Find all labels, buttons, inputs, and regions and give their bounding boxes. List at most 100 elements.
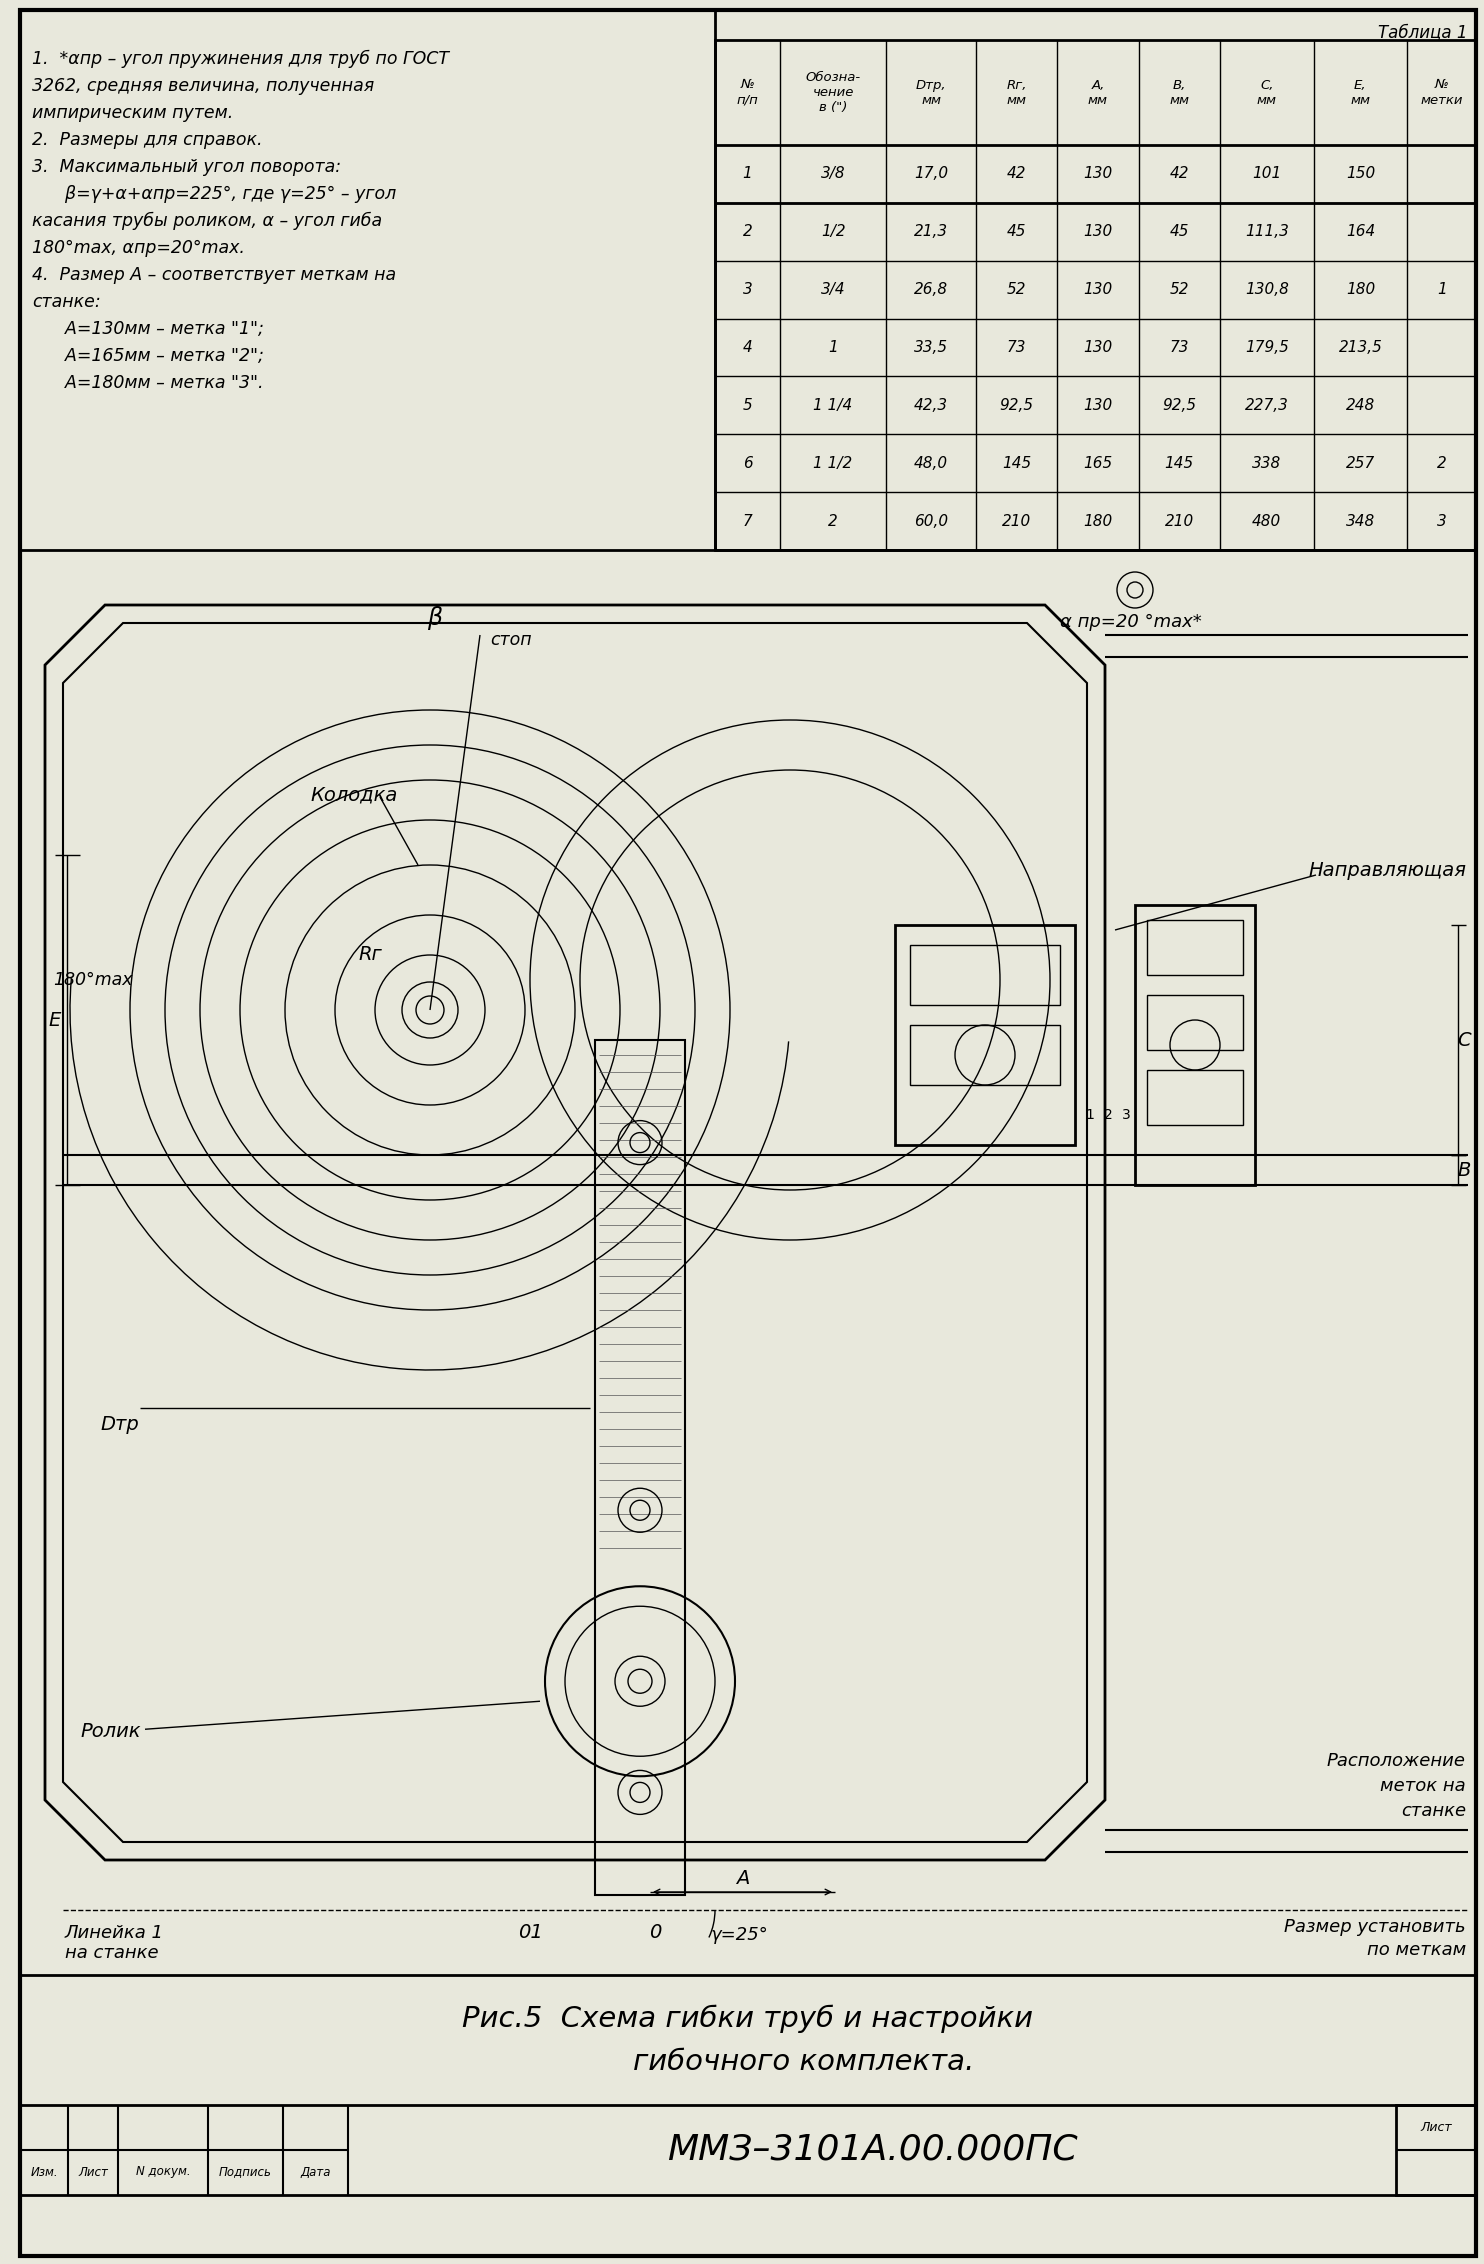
Bar — [715, 41, 1477, 550]
Bar — [910, 944, 1060, 1005]
Text: 1: 1 — [1086, 1107, 1094, 1123]
Text: 73: 73 — [1008, 340, 1027, 355]
Text: 45: 45 — [1008, 224, 1027, 240]
Text: 5: 5 — [742, 398, 752, 412]
Text: С: С — [1457, 1030, 1471, 1050]
Text: 338: 338 — [1252, 455, 1281, 471]
Text: 33,5: 33,5 — [914, 340, 948, 355]
Text: станке: станке — [1401, 1802, 1466, 1820]
Text: А=130мм – метка "1";: А=130мм – метка "1"; — [33, 319, 264, 337]
Text: Дата: Дата — [300, 2164, 331, 2178]
Text: А: А — [736, 1868, 749, 1888]
Text: 210: 210 — [1165, 514, 1193, 528]
Text: 92,5: 92,5 — [1000, 398, 1034, 412]
Bar — [595, 1039, 686, 1895]
Text: 3: 3 — [1437, 514, 1447, 528]
Text: 01: 01 — [518, 1922, 542, 1943]
Text: 1: 1 — [742, 168, 752, 181]
Text: γ=25°: γ=25° — [711, 1927, 769, 1945]
Text: 111,3: 111,3 — [1245, 224, 1288, 240]
Text: 73: 73 — [1169, 340, 1189, 355]
Text: α пр=20 °max*: α пр=20 °max* — [1060, 614, 1202, 632]
Text: А=165мм – метка "2";: А=165мм – метка "2"; — [33, 346, 264, 365]
Text: 3.  Максимальный угол поворота:: 3. Максимальный угол поворота: — [33, 158, 341, 177]
Text: Лист: Лист — [79, 2164, 108, 2178]
Text: 2: 2 — [1104, 1107, 1113, 1123]
Text: импирическим путем.: импирическим путем. — [33, 104, 233, 122]
Text: 2: 2 — [1437, 455, 1447, 471]
Text: ММЗ–3101А.00.000ПС: ММЗ–3101А.00.000ПС — [666, 2133, 1077, 2167]
Text: β=γ+α+αпр=225°, где γ=25° – угол: β=γ+α+αпр=225°, где γ=25° – угол — [33, 186, 396, 204]
Text: 130: 130 — [1083, 224, 1113, 240]
Text: 180: 180 — [1083, 514, 1113, 528]
Text: 130: 130 — [1083, 283, 1113, 297]
Text: Е: Е — [49, 1010, 61, 1030]
Bar — [1147, 1071, 1244, 1125]
Text: 60,0: 60,0 — [914, 514, 948, 528]
Text: 480: 480 — [1252, 514, 1281, 528]
Text: Линейка 1: Линейка 1 — [65, 1924, 165, 1943]
Text: 180°max, αпр=20°max.: 180°max, αпр=20°max. — [33, 240, 245, 258]
Text: 248: 248 — [1346, 398, 1376, 412]
Text: 17,0: 17,0 — [914, 168, 948, 181]
Text: 179,5: 179,5 — [1245, 340, 1288, 355]
Text: 6: 6 — [742, 455, 752, 471]
Text: 21,3: 21,3 — [914, 224, 948, 240]
Text: 130: 130 — [1083, 398, 1113, 412]
Text: В: В — [1457, 1161, 1471, 1180]
Text: Dтр,
мм: Dтр, мм — [916, 79, 947, 106]
Text: 0: 0 — [649, 1922, 662, 1943]
Text: А,
мм: А, мм — [1088, 79, 1109, 106]
Text: 3262, средняя величина, полученная: 3262, средняя величина, полученная — [33, 77, 374, 95]
Text: 1: 1 — [828, 340, 838, 355]
Text: Е,
мм: Е, мм — [1350, 79, 1370, 106]
Text: В,
мм: В, мм — [1169, 79, 1189, 106]
Text: №
п/п: № п/п — [736, 79, 758, 106]
Text: стоп: стоп — [490, 632, 531, 650]
Text: станке:: станке: — [33, 292, 101, 310]
Text: 2.  Размеры для справок.: 2. Размеры для справок. — [33, 131, 263, 149]
Text: Таблица 1: Таблица 1 — [1379, 23, 1468, 41]
Text: 42: 42 — [1169, 168, 1189, 181]
Text: 92,5: 92,5 — [1162, 398, 1196, 412]
Text: 165: 165 — [1083, 455, 1113, 471]
Text: 42: 42 — [1008, 168, 1027, 181]
Text: Обозна-
чение
в ("): Обозна- чение в (") — [806, 70, 861, 113]
Text: 1 1/4: 1 1/4 — [813, 398, 853, 412]
Text: по меткам: по меткам — [1367, 1940, 1466, 1958]
Text: 210: 210 — [1002, 514, 1031, 528]
Text: 145: 145 — [1002, 455, 1031, 471]
Text: Расположение: Расположение — [1327, 1752, 1466, 1770]
Text: 1.  *αпр – угол пружинения для труб по ГОСТ: 1. *αпр – угол пружинения для труб по ГО… — [33, 50, 450, 68]
Text: 2: 2 — [828, 514, 838, 528]
Text: А=180мм – метка "3".: А=180мм – метка "3". — [33, 374, 264, 392]
Text: Подпись: Подпись — [220, 2164, 272, 2178]
Bar — [1135, 906, 1255, 1184]
Text: 130: 130 — [1083, 340, 1113, 355]
Bar — [910, 1026, 1060, 1084]
Text: 42,3: 42,3 — [914, 398, 948, 412]
Text: 164: 164 — [1346, 224, 1376, 240]
Text: 3/4: 3/4 — [821, 283, 846, 297]
Text: 1/2: 1/2 — [821, 224, 846, 240]
Text: 1 1/2: 1 1/2 — [813, 455, 853, 471]
Bar — [1147, 919, 1244, 976]
Text: 213,5: 213,5 — [1339, 340, 1383, 355]
Text: 7: 7 — [742, 514, 752, 528]
Text: Ролик: Ролик — [80, 1721, 141, 1741]
Text: 101: 101 — [1252, 168, 1281, 181]
Text: β: β — [427, 607, 442, 629]
Text: 3/8: 3/8 — [821, 168, 846, 181]
Text: N докум.: N докум. — [135, 2164, 190, 2178]
Text: 145: 145 — [1165, 455, 1193, 471]
Text: 130: 130 — [1083, 168, 1113, 181]
Text: 48,0: 48,0 — [914, 455, 948, 471]
Text: 180°max: 180°max — [53, 971, 132, 989]
Text: 4.  Размер А – соответствует меткам на: 4. Размер А – соответствует меткам на — [33, 265, 396, 283]
Text: 150: 150 — [1346, 168, 1376, 181]
Text: 4: 4 — [742, 340, 752, 355]
Text: Рис.5  Схема гибки труб и настройки
            гибочного комплекта.: Рис.5 Схема гибки труб и настройки гибоч… — [463, 2004, 1033, 2076]
Text: меток на: меток на — [1380, 1777, 1466, 1795]
Text: 52: 52 — [1169, 283, 1189, 297]
Text: 1: 1 — [1437, 283, 1447, 297]
